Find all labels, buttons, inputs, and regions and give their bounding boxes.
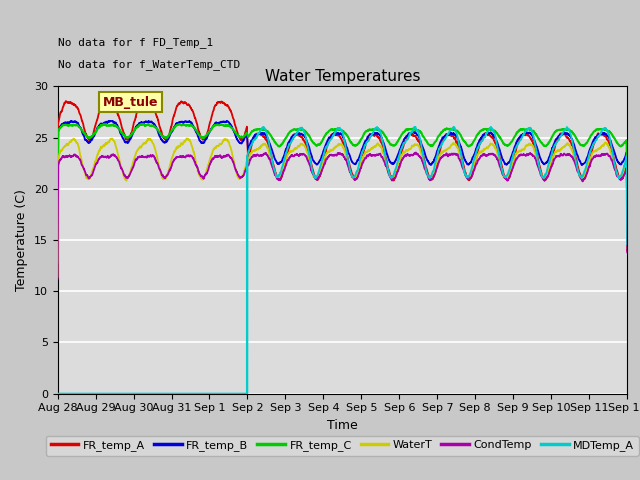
Text: No data for f FD_Temp_1: No data for f FD_Temp_1 — [58, 37, 213, 48]
Text: MB_tule: MB_tule — [103, 96, 159, 108]
Text: No data for f_WaterTemp_CTD: No data for f_WaterTemp_CTD — [58, 59, 240, 70]
Legend: FR_temp_A, FR_temp_B, FR_temp_C, WaterT, CondTemp, MDTemp_A: FR_temp_A, FR_temp_B, FR_temp_C, WaterT,… — [46, 436, 639, 456]
Title: Water Temperatures: Water Temperatures — [265, 69, 420, 84]
X-axis label: Time: Time — [327, 419, 358, 432]
Y-axis label: Temperature (C): Temperature (C) — [15, 189, 28, 291]
